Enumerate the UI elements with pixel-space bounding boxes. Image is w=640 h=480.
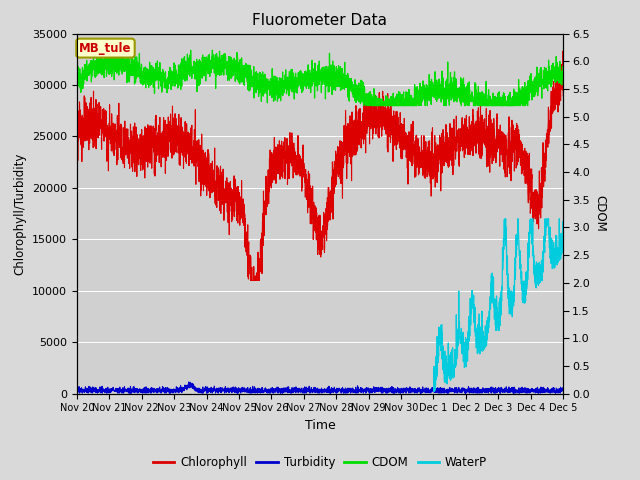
Legend: Chlorophyll, Turbidity, CDOM, WaterP: Chlorophyll, Turbidity, CDOM, WaterP (148, 452, 492, 474)
Y-axis label: CDOM: CDOM (594, 195, 607, 232)
X-axis label: Time: Time (305, 419, 335, 432)
Title: Fluorometer Data: Fluorometer Data (253, 13, 387, 28)
Y-axis label: Chlorophyll/Turbidity: Chlorophyll/Turbidity (13, 153, 26, 275)
Text: MB_tule: MB_tule (79, 42, 132, 55)
